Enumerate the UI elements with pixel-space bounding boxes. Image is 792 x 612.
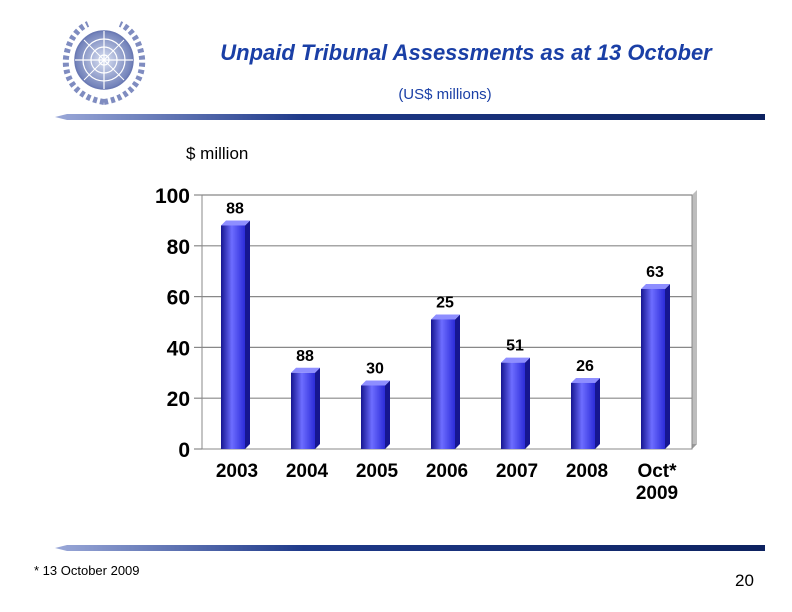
bar-top: [291, 367, 320, 373]
x-tick-label: 2007: [496, 461, 538, 482]
x-tick-label: 2006: [426, 461, 468, 482]
bar-top: [571, 377, 600, 383]
page-subtitle: (US$ millions): [398, 86, 492, 103]
y-tick-label: 60: [167, 287, 190, 310]
bar-top: [361, 380, 390, 386]
bar-top: [501, 357, 530, 363]
footnote: * 13 October 2009: [34, 563, 140, 578]
data-label: 30: [366, 361, 384, 378]
data-label: 26: [576, 358, 594, 375]
bar-side: [525, 357, 530, 449]
x-tick-label: 2005: [356, 461, 399, 482]
bar: [641, 288, 665, 449]
y-tick-label: 80: [167, 236, 190, 259]
bar-side: [595, 377, 600, 449]
bar-side: [455, 314, 460, 449]
data-label: 25: [436, 294, 454, 311]
x-tick-label: 2008: [566, 461, 608, 482]
x-tick-label: Oct*: [637, 461, 677, 482]
data-label: 88: [296, 348, 314, 365]
data-label: 51: [506, 338, 524, 355]
y-tick-label: 100: [155, 185, 190, 208]
bar: [501, 362, 525, 449]
bar-side: [665, 283, 670, 449]
data-label: 88: [226, 200, 244, 217]
bar-top: [641, 283, 670, 289]
bar: [221, 225, 245, 449]
x-tick-label: 2003: [216, 461, 258, 482]
bar-top: [221, 220, 250, 226]
page-number: 20: [735, 571, 754, 590]
x-tick-label: 2009: [636, 483, 678, 504]
un-emblem-icon: [62, 21, 146, 105]
data-label: 63: [646, 264, 664, 281]
bar-top: [431, 314, 460, 320]
bar: [361, 385, 385, 449]
y-tick-label: 20: [167, 388, 190, 411]
divider-top: [55, 114, 765, 120]
bar-side: [245, 220, 250, 449]
bar: [431, 319, 455, 449]
y-tick-label: 0: [178, 439, 190, 462]
bar-chart: 0 20 40 60 80 100 88 2003 88 2004 30 2005 25 2006 51 20…: [155, 185, 697, 504]
x-tick-label: 2004: [286, 461, 329, 482]
divider-bottom: [55, 545, 765, 551]
bar-side: [315, 367, 320, 449]
y-axis-unit-label: $ million: [186, 144, 249, 163]
page-title: Unpaid Tribunal Assessments as at 13 Oct…: [220, 40, 712, 65]
bar-side: [385, 380, 390, 449]
bar: [291, 372, 315, 449]
plot-right-wall: [692, 190, 697, 449]
bar: [571, 382, 595, 449]
y-tick-label: 40: [167, 337, 190, 360]
